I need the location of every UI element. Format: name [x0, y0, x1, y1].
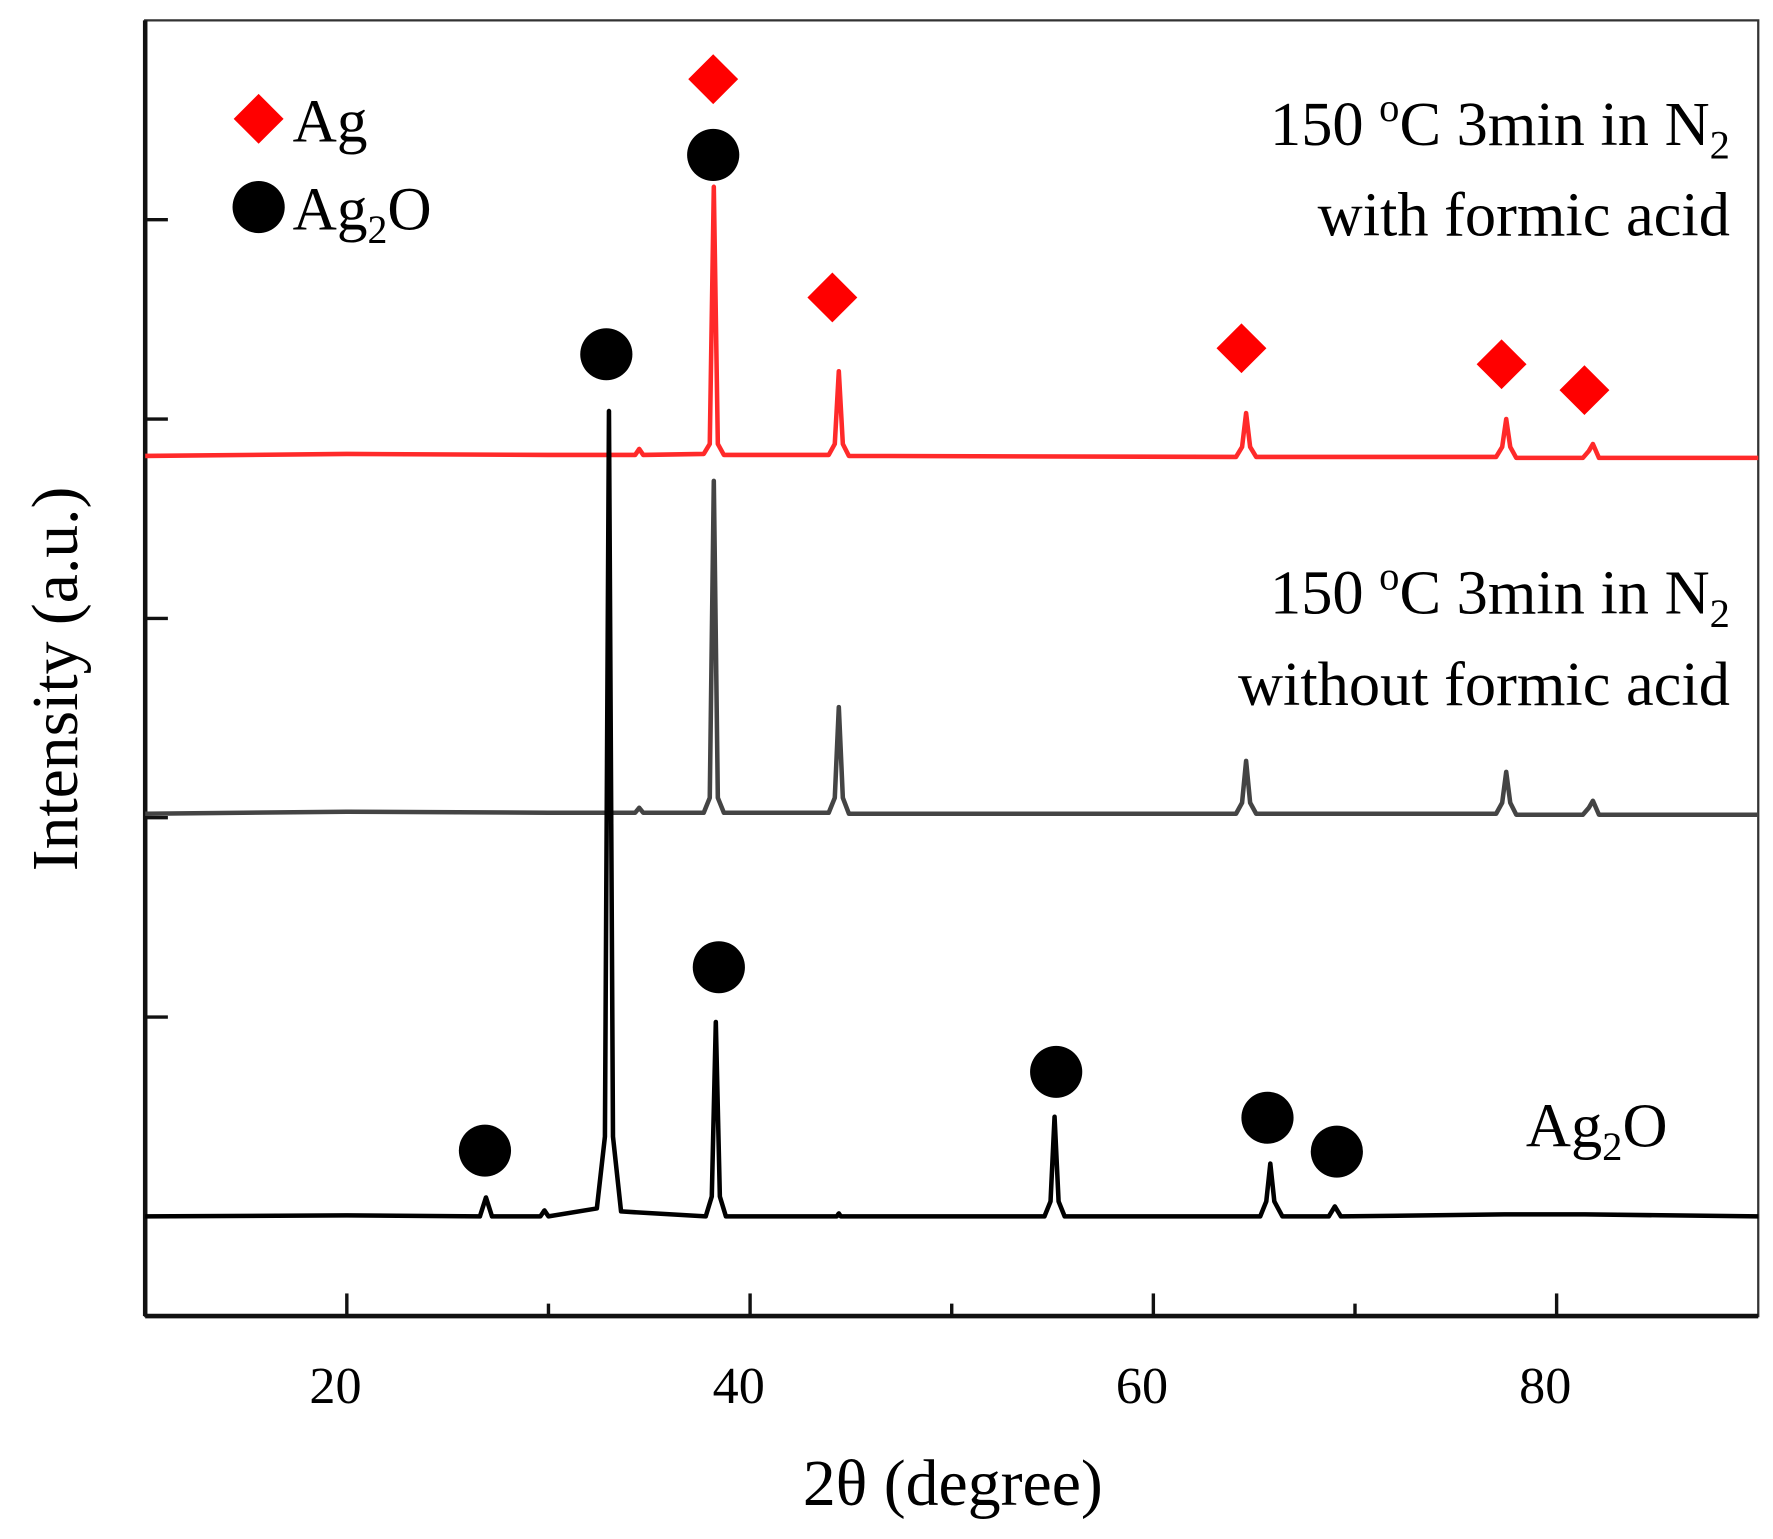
- spectrum-line: [145, 408, 1759, 1219]
- x-tick-label: 40: [713, 1358, 765, 1415]
- peak-marker: [687, 128, 740, 181]
- annotation: Ag2O: [1526, 1091, 1668, 1169]
- peak-marker: [458, 1124, 512, 1177]
- peak-marker: [580, 328, 633, 381]
- y-axis-title: Intensity (a.u.): [19, 487, 92, 872]
- annotation-part: o: [1379, 554, 1399, 599]
- annotation-part: 2: [1602, 1124, 1622, 1169]
- annotation-part: o: [1379, 85, 1399, 130]
- legend-label-part: Ag: [293, 176, 368, 244]
- annotation-part: Ag: [1526, 1091, 1602, 1160]
- annotation: 150 oC 3min in N2: [1270, 85, 1730, 167]
- legend-label-part: Ag: [293, 88, 368, 156]
- x-tick-label: 80: [1519, 1358, 1571, 1415]
- annotation-part: C 3min in N: [1399, 558, 1709, 627]
- x-axis-title: 2θ (degree): [803, 1447, 1103, 1520]
- annotation-part: 150: [1270, 90, 1379, 159]
- legend-symbol: [233, 93, 284, 144]
- legend-symbol: [232, 181, 285, 234]
- annotation: 150 oC 3min in N2: [1270, 554, 1730, 636]
- peak-marker: [688, 54, 739, 105]
- legend-label-part: 2: [368, 208, 388, 252]
- peak-marker: [1241, 1091, 1294, 1144]
- legend-label-part: O: [387, 176, 431, 244]
- annotation: without formic acid: [1238, 650, 1730, 719]
- x-tick-label: 60: [1116, 1358, 1168, 1415]
- peak-marker: [1476, 339, 1527, 390]
- legend-label: Ag2O: [293, 176, 432, 252]
- peak-marker: [1216, 323, 1267, 374]
- annotation-part: C 3min in N: [1399, 90, 1709, 159]
- peak-marker: [1559, 365, 1610, 416]
- spectrum-line: [145, 478, 1759, 817]
- x-tick-label: 20: [309, 1358, 361, 1415]
- annotation: with formic acid: [1318, 180, 1730, 249]
- peak-marker: [692, 941, 745, 994]
- annotation-part: O: [1622, 1091, 1667, 1160]
- annotation-part: 150: [1270, 558, 1379, 627]
- spectrum-line: [145, 184, 1759, 461]
- peak-marker: [807, 272, 858, 323]
- peak-marker: [1030, 1045, 1083, 1098]
- annotation-part: 2: [1710, 591, 1730, 636]
- annotation-part: without formic acid: [1238, 650, 1730, 719]
- legend-label: Ag: [293, 88, 368, 156]
- annotation-part: with formic acid: [1318, 180, 1730, 249]
- peak-marker: [1310, 1125, 1363, 1178]
- annotation-part: 2: [1710, 123, 1730, 168]
